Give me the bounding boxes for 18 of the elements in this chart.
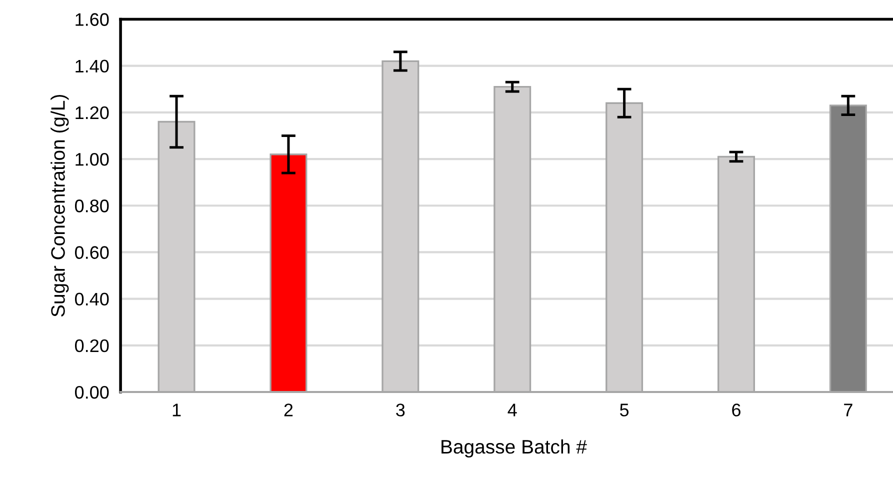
x-axis-title: Bagasse Batch # xyxy=(442,439,587,458)
y-axis-title: Sugar Concentration (g/L) xyxy=(50,94,69,317)
y-tick-label: 0.20 xyxy=(75,339,109,352)
y-tick-label: 1.40 xyxy=(76,60,109,73)
x-tick-label: 2 xyxy=(284,404,293,416)
y-tick-label: 0.80 xyxy=(75,200,109,212)
x-tick-label: 7 xyxy=(844,404,852,416)
x-tick-label: 4 xyxy=(508,404,517,416)
y-tick-label: 0.00 xyxy=(75,386,109,399)
y-tick-label: 1.00 xyxy=(76,152,109,166)
y-tick-label: 1.60 xyxy=(76,13,109,26)
x-tick-label: 1 xyxy=(172,404,181,416)
x-tick-label: 3 xyxy=(396,404,405,416)
x-tick-label: 5 xyxy=(620,404,629,416)
y-tick-label: 0.40 xyxy=(75,292,109,306)
x-tick-label: 6 xyxy=(732,404,740,416)
y-tick-label: 0.60 xyxy=(75,246,109,259)
y-tick-label: 1.20 xyxy=(76,106,109,120)
